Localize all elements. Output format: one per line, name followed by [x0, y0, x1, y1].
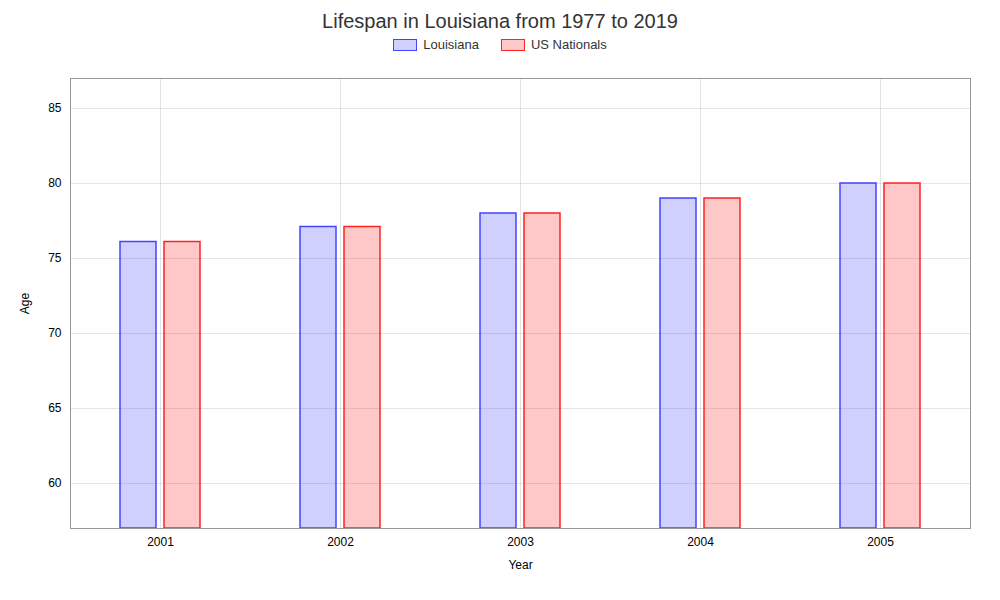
svg-text:85: 85 — [48, 101, 62, 115]
html-text:US Nationals: US Nationals — [530, 37, 607, 52]
html-text:Louisiana: Louisiana — [423, 37, 479, 52]
svg-text:2003: 2003 — [507, 535, 534, 549]
svg-text:Age: Age — [18, 293, 32, 315]
svg-text:Year: Year — [508, 558, 532, 572]
svg-text:60: 60 — [48, 476, 62, 490]
svg-text:70: 70 — [48, 326, 62, 340]
svg-text:2005: 2005 — [867, 535, 894, 549]
svg-text:2004: 2004 — [687, 535, 714, 549]
svg-text:80: 80 — [48, 176, 62, 190]
svg-text:65: 65 — [48, 401, 62, 415]
svg-text:2002: 2002 — [327, 535, 354, 549]
html-text:Lifespan in Louisiana from 197: Lifespan in Louisiana from 1977 to 2019 — [322, 10, 678, 32]
svg-text:75: 75 — [48, 251, 62, 265]
svg-text:2001: 2001 — [147, 535, 174, 549]
